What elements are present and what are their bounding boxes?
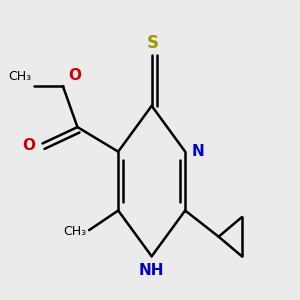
Text: S: S: [147, 34, 159, 52]
Text: O: O: [69, 68, 82, 83]
Text: CH₃: CH₃: [8, 70, 31, 83]
Text: NH: NH: [139, 263, 164, 278]
Text: N: N: [192, 144, 205, 159]
Text: O: O: [22, 138, 35, 153]
Text: CH₃: CH₃: [63, 225, 86, 238]
